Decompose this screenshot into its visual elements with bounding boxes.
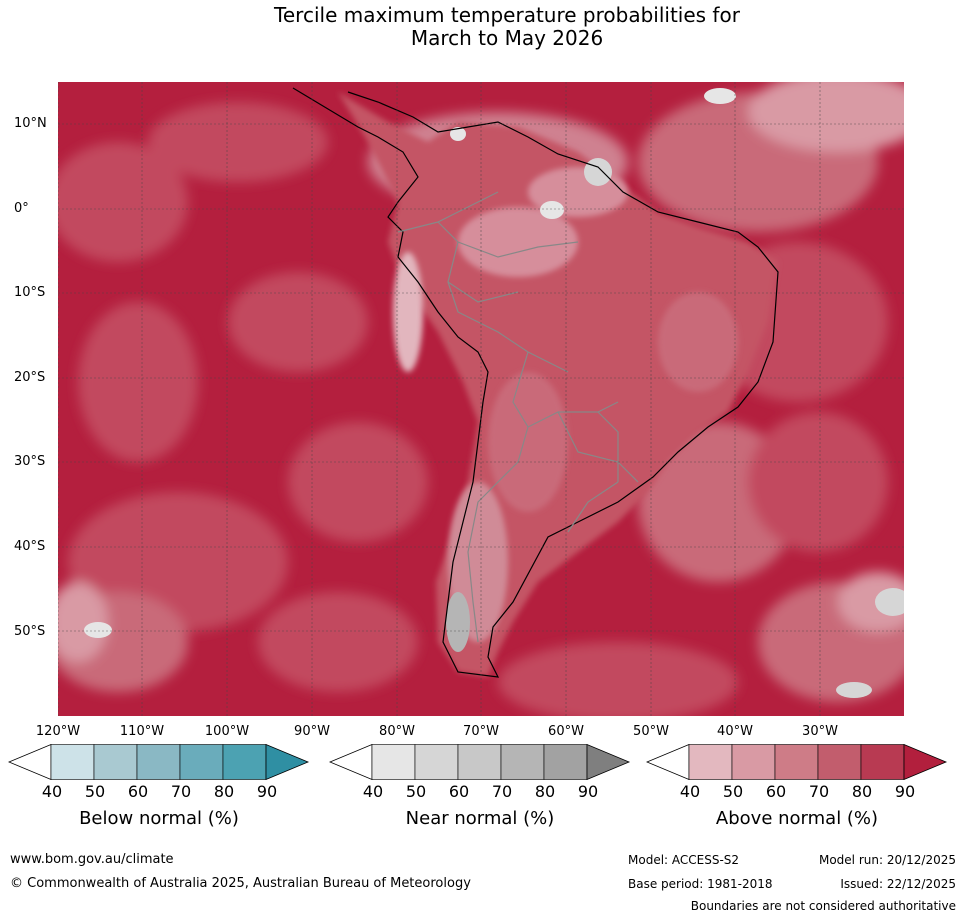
colorbar-tick: 40 — [41, 782, 63, 801]
colorbar-extend-high — [265, 744, 310, 780]
colorbar-segment — [500, 744, 545, 780]
colorbar-title-near: Near normal (%) — [405, 808, 555, 829]
colorbar-segment — [371, 744, 416, 780]
colorbar-tick: 80 — [534, 782, 556, 801]
colorbar-segment — [731, 744, 776, 780]
footer-issued: Issued: 22/12/2025 — [840, 877, 956, 891]
colorbar-below — [8, 744, 310, 780]
footer-model-run: Model run: 20/12/2025 — [818, 853, 956, 867]
colorbar-tick: 70 — [491, 782, 513, 801]
colorbar-segment — [50, 744, 95, 780]
colorbar-extend-high — [903, 744, 948, 780]
colorbar-near — [329, 744, 631, 780]
title-line-2: March to May 2026 — [410, 26, 604, 50]
colorbar-segment — [860, 744, 905, 780]
colorbar-segment — [688, 744, 733, 780]
colorbar-extend-low — [646, 744, 690, 780]
map-title: Tercile maximum temperature probabilitie… — [0, 4, 965, 50]
lon-label: 100°W — [204, 724, 250, 739]
colorbar-tick: 40 — [679, 782, 701, 801]
colorbar-segment — [136, 744, 181, 780]
colorbar-tick: 90 — [256, 782, 278, 801]
lon-label: 80°W — [379, 724, 415, 739]
colorbar-tick: 40 — [362, 782, 384, 801]
colorbar-above — [646, 744, 948, 780]
colorbar-tick: 50 — [84, 782, 106, 801]
footer-disclaimer: Boundaries are not considered authoritat… — [690, 899, 956, 913]
colorbar-segment — [414, 744, 459, 780]
map-svg — [48, 72, 928, 722]
colorbar-tick: 90 — [577, 782, 599, 801]
colorbar-extend-low — [329, 744, 373, 780]
colorbar-segment — [222, 744, 267, 780]
colorbar-tick: 60 — [127, 782, 149, 801]
lat-label: 10°N — [14, 116, 47, 131]
lat-label: 30°S — [14, 454, 46, 469]
colorbar-segment — [179, 744, 224, 780]
colorbar-extend-high — [586, 744, 631, 780]
lon-label: 90°W — [294, 724, 330, 739]
lon-label: 40°W — [717, 724, 753, 739]
colorbar-tick: 60 — [448, 782, 470, 801]
country-borders — [397, 191, 639, 643]
lat-label: 20°S — [14, 370, 46, 385]
colorbar-tick: 70 — [170, 782, 192, 801]
lat-label: 50°S — [14, 624, 46, 639]
colorbar-tick: 70 — [808, 782, 830, 801]
lon-label: 50°W — [633, 724, 669, 739]
lat-label: 0° — [14, 201, 29, 216]
colorbar-tick: 50 — [722, 782, 744, 801]
colorbar-segment — [93, 744, 138, 780]
lon-label: 70°W — [463, 724, 499, 739]
lon-label: 30°W — [802, 724, 838, 739]
lon-label: 120°W — [35, 724, 81, 739]
colorbar-extend-low — [8, 744, 52, 780]
colorbar-title-above: Above normal (%) — [715, 808, 879, 829]
lat-label: 40°S — [14, 539, 46, 554]
colorbar-segment — [457, 744, 502, 780]
footer-copyright: © Commonwealth of Australia 2025, Austra… — [10, 876, 471, 891]
lon-label: 60°W — [548, 724, 584, 739]
colorbar-tick: 90 — [894, 782, 916, 801]
lat-label: 10°S — [14, 285, 46, 300]
probability-patches — [48, 72, 928, 722]
footer-website: www.bom.gov.au/climate — [10, 852, 174, 867]
lon-label: 110°W — [119, 724, 165, 739]
colorbar-segment — [774, 744, 819, 780]
probability-map — [48, 72, 928, 722]
colorbar-tick: 50 — [405, 782, 427, 801]
colorbar-tick: 60 — [765, 782, 787, 801]
footer-model: Model: ACCESS-S2 — [628, 853, 740, 867]
colorbar-tick: 80 — [213, 782, 235, 801]
coastline — [292, 87, 779, 678]
title-line-1: Tercile maximum temperature probabilitie… — [274, 3, 740, 27]
footer-base-period: Base period: 1981-2018 — [628, 877, 773, 891]
graticule — [57, 82, 904, 716]
land-mass — [338, 92, 778, 677]
colorbar-title-below: Below normal (%) — [79, 808, 239, 829]
colorbar-segment — [817, 744, 862, 780]
colorbar-segment — [543, 744, 588, 780]
colorbar-tick: 80 — [851, 782, 873, 801]
